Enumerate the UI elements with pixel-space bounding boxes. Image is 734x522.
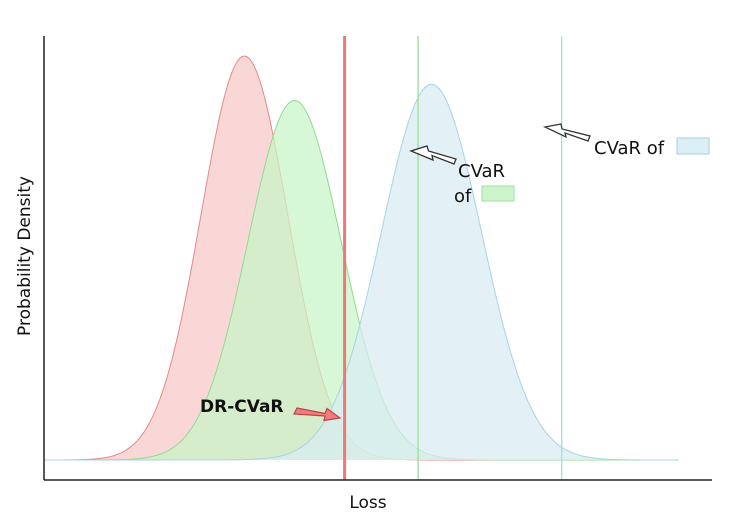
cvar-green-label-line2: of <box>454 186 472 207</box>
density-area-0 <box>44 56 679 460</box>
dr-cvar-arrow-icon <box>293 407 342 422</box>
cvar-green-swatch <box>481 185 515 202</box>
density-area-2 <box>44 84 679 461</box>
cvar-green-arrow-icon <box>409 145 457 165</box>
cvar-blue-label: CVaR of <box>594 138 665 159</box>
x-axis-label: Loss <box>349 493 386 513</box>
cvar-green-label-line1: CVaR <box>458 161 505 182</box>
density-curves <box>44 55 679 461</box>
density-curve-2 <box>44 83 679 461</box>
cvar-lines <box>343 36 563 480</box>
cvar-blue-arrow-icon <box>542 123 591 142</box>
cvar-blue-swatch <box>676 137 710 155</box>
y-axis-label: Probability Density <box>15 176 35 336</box>
dr-cvar-label: DR-CVaR <box>200 397 284 417</box>
